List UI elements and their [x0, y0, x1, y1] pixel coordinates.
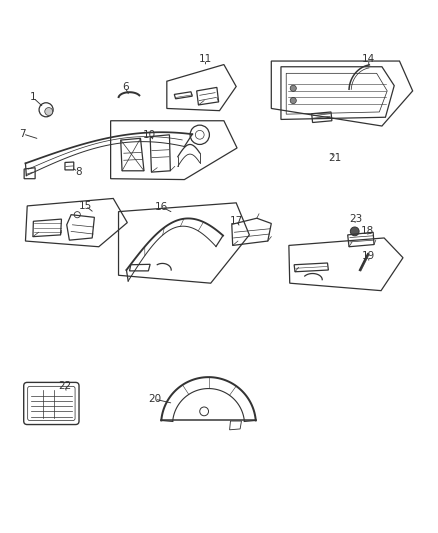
Circle shape [290, 98, 296, 103]
Text: 7: 7 [19, 129, 26, 139]
Text: 11: 11 [198, 54, 212, 64]
Text: 19: 19 [361, 251, 374, 261]
Circle shape [45, 108, 53, 116]
Text: 17: 17 [229, 216, 242, 226]
Text: 23: 23 [348, 214, 361, 224]
Text: 15: 15 [79, 201, 92, 211]
Text: 14: 14 [361, 54, 374, 64]
Text: 8: 8 [74, 167, 81, 176]
Text: 16: 16 [155, 202, 168, 212]
Circle shape [350, 227, 358, 236]
Text: 21: 21 [327, 152, 340, 163]
Text: 18: 18 [360, 225, 374, 236]
Text: 1: 1 [29, 93, 36, 102]
Text: 6: 6 [121, 83, 128, 92]
Text: 20: 20 [148, 394, 161, 404]
Circle shape [290, 85, 296, 91]
Text: 22: 22 [58, 381, 71, 391]
Text: 10: 10 [142, 130, 155, 140]
